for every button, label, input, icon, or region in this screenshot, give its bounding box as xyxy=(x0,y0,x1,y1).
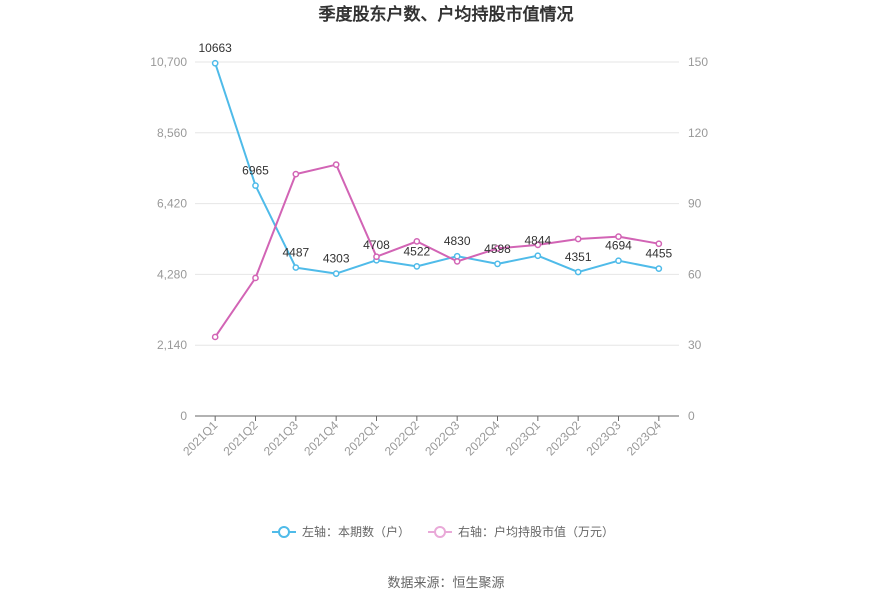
data-label: 4598 xyxy=(484,242,511,256)
left-tick-label: 4,280 xyxy=(157,267,187,281)
data-label: 4351 xyxy=(565,250,592,264)
x-tick-label: 2021Q1 xyxy=(180,418,220,458)
series-point-left xyxy=(332,270,340,277)
x-tick-label: 2023Q2 xyxy=(543,418,583,458)
right-tick-label: 60 xyxy=(688,267,702,281)
grid xyxy=(195,61,679,346)
right-axis: 0 30 60 90 120 150 xyxy=(688,55,708,423)
x-tick-label: 2021Q4 xyxy=(301,418,341,458)
data-label: 6965 xyxy=(242,164,269,178)
legend[interactable]: 左轴：本期数（户） 右轴：户均持股市值（万元） xyxy=(272,524,614,539)
data-labels: 10663 6965 4487 4303 4708 4522 4830 4598 4844 435… xyxy=(198,41,672,265)
series-point-left xyxy=(534,252,542,260)
series-point-left xyxy=(292,264,300,271)
x-tick-label: 2022Q3 xyxy=(422,418,462,458)
series-point-left xyxy=(655,265,663,272)
series-point-right xyxy=(332,161,340,169)
chart-title: 季度股东户数、户均持股市值情况 xyxy=(319,4,574,24)
x-tick-label: 2021Q3 xyxy=(261,418,301,458)
data-label: 4708 xyxy=(363,238,390,252)
left-tick-label: 10,700 xyxy=(150,55,187,69)
data-label: 4487 xyxy=(282,246,309,260)
legend-item-left-series[interactable]: 左轴：本期数（户） xyxy=(272,524,410,539)
x-axis: 2021Q1 2021Q2 2021Q3 2021Q4 2022Q1 2022Q2 2022… xyxy=(180,415,679,458)
x-tick-label: 2023Q3 xyxy=(584,418,624,458)
series-point-right xyxy=(252,274,259,282)
data-label: 4844 xyxy=(524,234,551,248)
series-point-left xyxy=(252,182,259,189)
series-point-right xyxy=(655,240,663,248)
series-point-right xyxy=(615,233,622,240)
series-point-right xyxy=(534,241,542,249)
data-label: 4303 xyxy=(323,252,350,266)
series-line-left xyxy=(214,62,659,275)
x-tick-label: 2021Q2 xyxy=(221,418,261,458)
data-label: 10663 xyxy=(198,41,232,55)
series-lines xyxy=(211,59,663,341)
left-tick-label: 6,420 xyxy=(157,197,187,211)
x-tick-label: 2023Q1 xyxy=(503,418,543,458)
series-point-left xyxy=(413,263,421,270)
series-point-right xyxy=(574,235,582,243)
series-point-left xyxy=(211,59,219,67)
left-tick-label: 0 xyxy=(180,409,187,423)
series-point-left xyxy=(494,260,501,268)
x-tick-label: 2022Q1 xyxy=(342,418,382,458)
right-tick-label: 150 xyxy=(688,55,708,69)
legend-marker-right xyxy=(434,526,446,538)
right-tick-label: 0 xyxy=(688,409,695,423)
series-line-right xyxy=(214,163,659,338)
series-point-left xyxy=(574,268,582,276)
left-tick-label: 2,140 xyxy=(157,338,187,352)
left-axis: 0 2,140 4,280 6,420 8,560 10,700 xyxy=(150,55,187,423)
legend-marker-left xyxy=(278,526,290,538)
series-point-left xyxy=(453,252,461,260)
x-tick-label: 2022Q2 xyxy=(382,418,422,458)
series-point-right xyxy=(373,253,380,261)
data-label: 4522 xyxy=(403,244,430,258)
series-point-right xyxy=(453,258,461,265)
series-point-right xyxy=(413,238,421,245)
series-point-right xyxy=(211,333,219,341)
series-point-right xyxy=(292,170,300,178)
x-tick-label: 2022Q4 xyxy=(463,418,503,458)
legend-label-right: 右轴：户均持股市值（万元） xyxy=(458,524,614,539)
series-point-left xyxy=(615,257,622,265)
right-tick-label: 90 xyxy=(688,197,702,211)
source-text: 数据来源：恒生聚源 xyxy=(387,575,504,590)
left-tick-label: 8,560 xyxy=(157,126,187,140)
right-tick-label: 30 xyxy=(688,338,702,352)
x-tick-label: 2023Q4 xyxy=(624,418,664,458)
legend-label-left: 左轴：本期数（户） xyxy=(302,524,410,539)
data-label: 4455 xyxy=(645,247,672,261)
right-tick-label: 120 xyxy=(688,126,708,140)
data-label: 4694 xyxy=(605,239,632,253)
series-point-right xyxy=(494,245,501,252)
data-label: 4830 xyxy=(444,234,471,248)
legend-item-right-series[interactable]: 右轴：户均持股市值（万元） xyxy=(428,524,614,539)
